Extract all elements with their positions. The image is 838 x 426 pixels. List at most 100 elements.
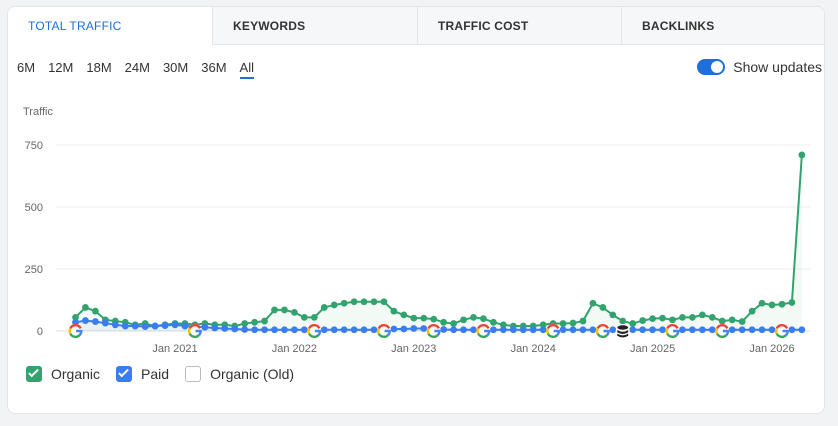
paid-point: [788, 326, 796, 334]
tab-traffic-cost[interactable]: TRAFFIC COST: [417, 7, 621, 45]
google-g-icon[interactable]: [187, 324, 202, 338]
x-tick-label: Jan 2022: [272, 343, 317, 355]
paid-point: [758, 326, 766, 334]
paid-point: [698, 326, 706, 334]
google-g-green: [666, 332, 678, 338]
tab-keywords[interactable]: KEYWORDS: [212, 7, 417, 45]
traffic-card: TOTAL TRAFFIC KEYWORDS TRAFFIC COST BACK…: [7, 6, 825, 414]
tab-total-traffic[interactable]: TOTAL TRAFFIC: [8, 7, 212, 45]
google-g-icon[interactable]: [476, 324, 491, 338]
paid-point: [340, 326, 348, 334]
x-tick-label: Jan 2024: [511, 343, 556, 355]
chart-legend: Organic Paid Organic (Old): [26, 366, 310, 382]
paid-point: [231, 325, 239, 333]
range-36m[interactable]: 36M: [201, 60, 227, 75]
google-g-yellow: [68, 327, 72, 335]
legend-organic-old[interactable]: Organic (Old): [185, 366, 294, 382]
organic-line: [74, 154, 803, 328]
organic-point: [609, 311, 617, 319]
show-updates-toggle[interactable]: [697, 59, 726, 75]
legend-organic[interactable]: Organic: [26, 366, 100, 382]
paid-point: [101, 319, 109, 327]
paid-point: [490, 326, 497, 334]
organic-point: [360, 298, 368, 306]
google-g-icon[interactable]: [715, 324, 730, 338]
tab-backlinks[interactable]: BACKLINKS: [621, 7, 824, 45]
organic-point: [92, 307, 99, 315]
google-g-icon[interactable]: [546, 324, 561, 338]
paid-point: [768, 326, 776, 334]
paid-point: [609, 326, 617, 334]
google-g-blue: [314, 329, 322, 336]
paid-point: [708, 326, 716, 334]
google-g-icon[interactable]: [376, 324, 391, 338]
range-30m[interactable]: 30M: [162, 60, 189, 75]
organic-point: [261, 317, 268, 325]
google-g-red: [666, 324, 679, 330]
organic-point: [410, 314, 418, 322]
google-g-icon[interactable]: [68, 324, 83, 338]
range-all[interactable]: All: [239, 60, 254, 79]
paid-point: [330, 326, 338, 334]
database-icon[interactable]: [615, 324, 630, 338]
google-g-icon[interactable]: [426, 324, 441, 338]
organic-point: [380, 298, 388, 306]
google-g-icon[interactable]: [774, 324, 789, 338]
paid-point: [470, 326, 477, 334]
paid-point: [111, 321, 119, 329]
paid-checkbox[interactable]: [116, 366, 133, 382]
organic-series: [72, 151, 806, 331]
y-tick-label: 750: [25, 140, 43, 152]
range-6m[interactable]: 6M: [17, 60, 36, 75]
organic-point: [241, 320, 249, 327]
paid-point: [221, 325, 229, 332]
paid-point: [72, 318, 79, 326]
paid-point: [539, 326, 547, 334]
google-g-icon[interactable]: [307, 324, 322, 338]
organic-old-checkbox[interactable]: [185, 366, 202, 382]
organic-point: [689, 313, 696, 321]
x-tick-label: Jan 2023: [391, 343, 436, 355]
range-24m[interactable]: 24M: [124, 60, 150, 75]
paid-point: [728, 326, 736, 334]
organic-point: [330, 301, 338, 309]
google-g-icon[interactable]: [595, 324, 610, 338]
google-g-yellow: [595, 327, 599, 335]
organic-point: [251, 318, 258, 326]
x-tick-label: Jan 2025: [630, 343, 675, 355]
range-18m[interactable]: 18M: [86, 60, 112, 75]
database-disk: [617, 333, 629, 338]
organic-point: [669, 316, 676, 324]
google-g-red: [596, 324, 610, 330]
range-12m[interactable]: 12M: [48, 60, 74, 75]
google-g-yellow: [376, 327, 380, 335]
google-g-red: [69, 324, 82, 330]
organic-point: [718, 317, 726, 325]
organic-point: [768, 301, 776, 309]
google-g-green: [377, 332, 389, 338]
legend-paid[interactable]: Paid: [116, 366, 169, 382]
paid-point: [410, 325, 418, 332]
paid-point: [440, 326, 448, 333]
google-g-green: [546, 332, 559, 338]
organic-checkbox[interactable]: [26, 366, 42, 382]
google-g-green: [69, 332, 81, 338]
paid-point: [420, 325, 428, 332]
google-g-blue: [722, 329, 730, 336]
y-axis-label: Traffic: [23, 106, 53, 118]
google-g-yellow: [546, 327, 550, 335]
paid-point: [519, 326, 527, 334]
paid-point: [181, 322, 189, 330]
paid-point: [131, 322, 139, 330]
organic-point: [281, 306, 288, 314]
google-g-blue: [484, 329, 491, 336]
organic-point: [778, 300, 786, 308]
organic-point: [579, 317, 587, 325]
organic-point: [370, 298, 378, 306]
google-g-blue: [434, 329, 441, 336]
organic-point: [798, 151, 806, 159]
organic-point: [490, 318, 497, 326]
toggle-knob: [711, 61, 724, 73]
google-g-icon[interactable]: [665, 324, 680, 338]
